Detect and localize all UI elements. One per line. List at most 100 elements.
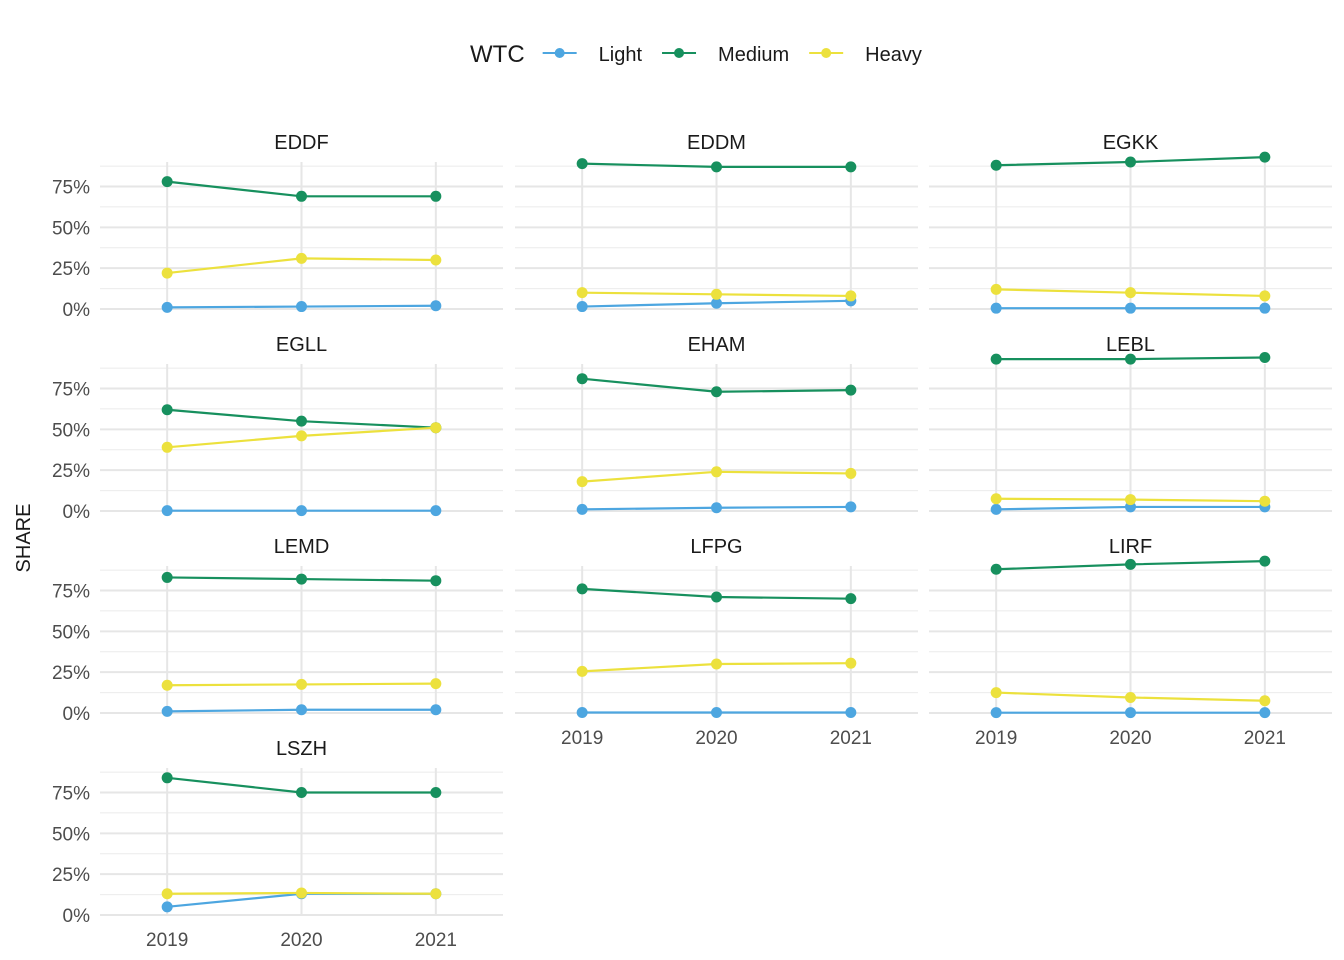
data-point [161, 679, 173, 691]
series-heavy [990, 687, 1271, 707]
series-medium [161, 176, 442, 202]
data-point [430, 678, 442, 690]
y-axis-label: SHARE [13, 504, 35, 573]
data-point [1259, 695, 1271, 707]
data-point [430, 300, 442, 312]
legend-label: Heavy [865, 44, 922, 66]
data-point [296, 301, 307, 313]
data-point [990, 687, 1002, 699]
y-tick-label: 25% [52, 865, 90, 886]
x-tick-label: 2021 [415, 930, 457, 951]
data-point [711, 386, 722, 398]
data-point [1125, 707, 1136, 719]
data-point [711, 707, 722, 719]
facet-eddf: EDDF 0% 25% 50% 75% [52, 132, 503, 321]
gridlines [515, 162, 918, 310]
facet-title: EHAM [688, 334, 746, 356]
series-heavy [576, 466, 857, 488]
facet-egkk: EGKK [929, 132, 1332, 314]
data-point [296, 415, 307, 427]
data-point [990, 159, 1002, 171]
data-point [990, 707, 1002, 719]
data-point [1259, 351, 1271, 363]
data-point [296, 190, 307, 202]
series-light [161, 300, 442, 313]
x-tick-label: 2020 [695, 728, 737, 749]
data-point [576, 665, 588, 677]
data-point [430, 575, 442, 587]
data-point [576, 287, 588, 299]
data-point [845, 657, 857, 669]
facet-eham: EHAM [515, 334, 918, 515]
data-point [711, 466, 722, 478]
x-tick-label: 2020 [280, 930, 322, 951]
data-point [1125, 558, 1136, 570]
data-point [430, 505, 442, 517]
data-point [296, 573, 307, 585]
legend-key-point [554, 48, 565, 58]
facet-lebl: LEBL [929, 334, 1332, 515]
data-point [576, 503, 588, 515]
data-point [161, 901, 173, 913]
x-tick-label: 2021 [1244, 728, 1286, 749]
data-point [296, 704, 307, 716]
y-tick-label: 75% [52, 582, 90, 603]
facet-title: LEBL [1106, 334, 1155, 356]
data-point [711, 161, 722, 173]
data-point [161, 505, 173, 517]
series-light [161, 704, 442, 717]
y-tick-label: 25% [52, 461, 90, 482]
y-tick-label: 0% [63, 704, 91, 725]
data-point [296, 887, 307, 899]
data-point [296, 252, 307, 264]
legend-key-point [674, 48, 685, 58]
series-light [576, 295, 857, 313]
data-point [430, 190, 442, 202]
facet-lemd: LEMD 0% 25% 50% 75% [52, 536, 503, 725]
data-point [576, 476, 588, 488]
x-tick-label: 2019 [975, 728, 1017, 749]
series-light [990, 302, 1271, 314]
series-light [576, 707, 857, 719]
data-point [990, 353, 1002, 365]
data-point [711, 591, 722, 603]
series-medium [990, 351, 1271, 365]
facet-title: LSZH [276, 738, 327, 760]
y-tick-label: 50% [52, 218, 90, 239]
y-tick-label: 0% [63, 300, 91, 321]
data-point [161, 267, 173, 279]
series-light [161, 505, 442, 517]
facet-lfpg: LFPG 2019 2020 2021 [515, 536, 918, 749]
data-point [711, 288, 722, 300]
data-point [990, 283, 1002, 295]
data-point [430, 422, 442, 434]
data-point [845, 290, 857, 302]
x-tick-label: 2019 [146, 930, 188, 951]
facet-eddm: EDDM [515, 132, 918, 313]
facet-lirf: LIRF 2019 2020 2021 [929, 536, 1332, 749]
data-point [1259, 302, 1271, 314]
data-point [711, 297, 722, 309]
series-light [576, 501, 857, 515]
gridlines [100, 162, 503, 310]
data-point [296, 430, 307, 442]
gridlines [929, 364, 1332, 512]
series-heavy [990, 283, 1271, 302]
data-point [576, 707, 588, 719]
x-tick-label: 2019 [561, 728, 603, 749]
series-light [990, 707, 1271, 719]
facet-title: LFPG [690, 536, 742, 558]
data-point [430, 888, 442, 900]
facet-title: EGLL [276, 334, 327, 356]
data-point [161, 571, 173, 583]
legend-entry-heavy: Heavy [809, 44, 922, 66]
legend-entry-medium: Medium [662, 44, 789, 66]
data-point [845, 161, 857, 173]
facet-title: EDDF [274, 132, 328, 154]
data-point [845, 593, 857, 605]
data-point [296, 787, 307, 798]
data-point [296, 678, 307, 690]
y-tick-label: 50% [52, 420, 90, 441]
data-point [576, 158, 588, 170]
series-heavy [161, 887, 442, 900]
